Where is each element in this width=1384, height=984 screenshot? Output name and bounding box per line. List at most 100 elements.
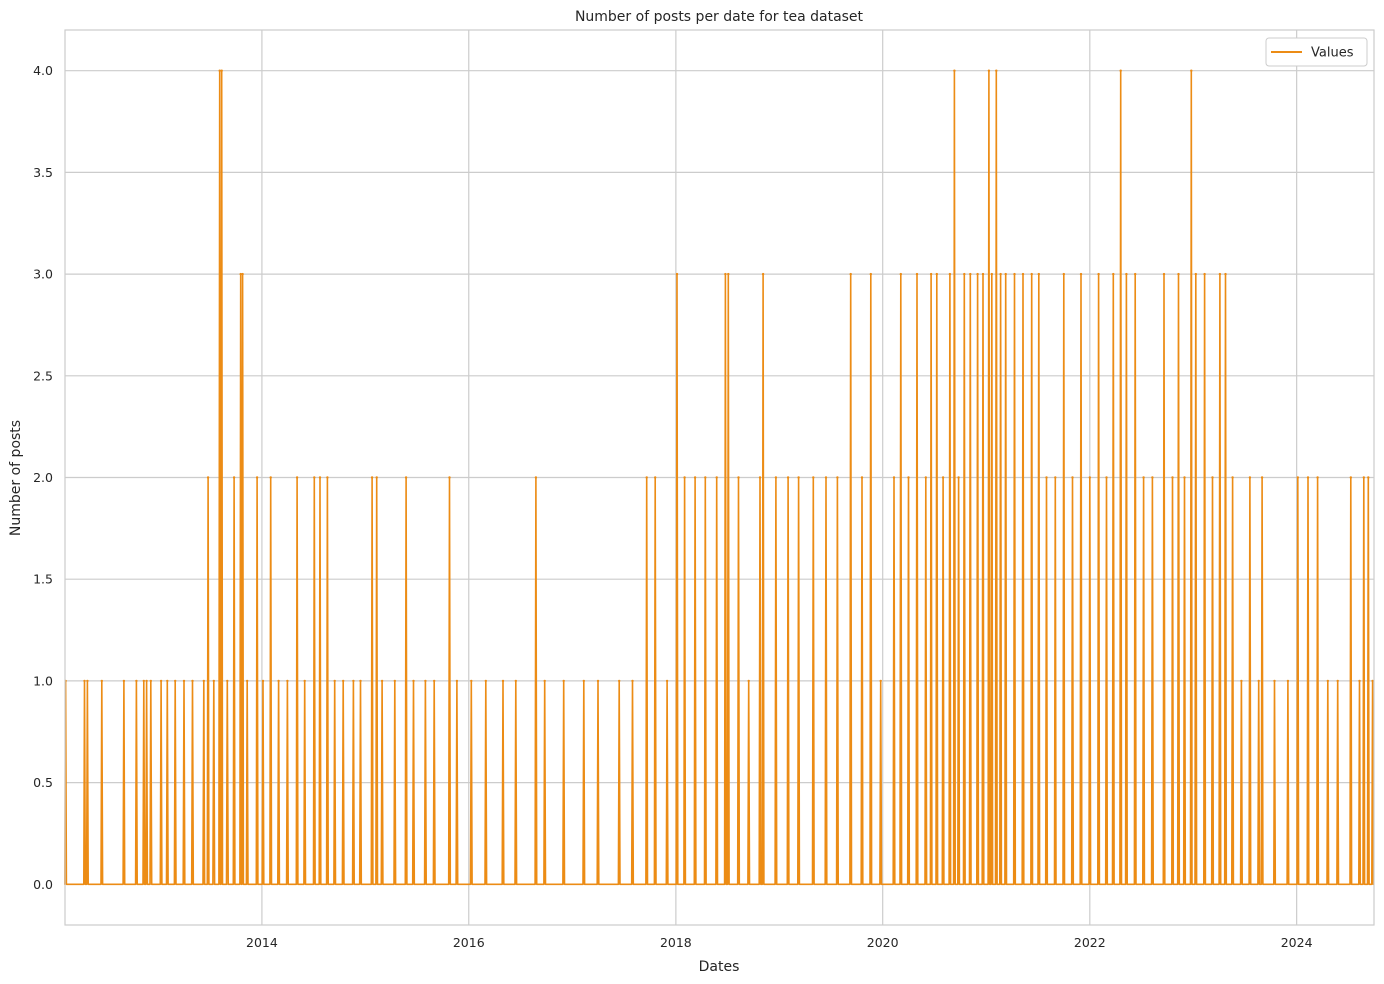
legend-box xyxy=(1265,37,1368,67)
data-point xyxy=(654,476,657,479)
data-point xyxy=(1273,679,1276,683)
data-point xyxy=(1183,476,1186,479)
data-point xyxy=(286,679,289,683)
data-point xyxy=(295,476,299,479)
data-point xyxy=(683,476,686,479)
data-point xyxy=(1004,272,1007,276)
data-point xyxy=(1231,476,1234,479)
data-point xyxy=(424,679,427,683)
data-point xyxy=(758,476,762,479)
data-point xyxy=(665,679,669,683)
data-point xyxy=(747,679,750,683)
ticks: 0.0 0.5 1.0 1.5 2.0 2.5 3.0 3.5 4.0 2014 2016 2018 2… xyxy=(33,63,1312,950)
data-point xyxy=(1190,69,1193,72)
data-point xyxy=(83,679,86,683)
x-tick-label: 2016 xyxy=(453,935,485,950)
data-point xyxy=(239,272,242,276)
data-point xyxy=(1079,272,1083,276)
data-point xyxy=(1194,272,1198,276)
data-point xyxy=(948,272,952,276)
data-point xyxy=(1367,476,1370,479)
data-point xyxy=(915,272,919,276)
data-point xyxy=(191,679,194,683)
y-tick-label: 2.0 xyxy=(33,470,53,485)
data-point xyxy=(999,272,1002,276)
data-point xyxy=(212,679,215,683)
data-point xyxy=(313,476,316,479)
data-point xyxy=(1097,272,1100,276)
data-point xyxy=(1045,476,1048,479)
data-point xyxy=(879,679,882,683)
data-point xyxy=(333,679,336,683)
data-point xyxy=(969,272,972,276)
data-point xyxy=(1088,476,1092,479)
data-point xyxy=(797,476,800,479)
chart-title: Number of posts per date for tea dataset xyxy=(575,9,864,25)
data-point xyxy=(135,679,138,683)
data-point xyxy=(484,679,487,683)
data-point xyxy=(1030,272,1033,276)
x-tick-label: 2024 xyxy=(1281,935,1313,950)
data-point xyxy=(145,679,148,683)
data-point xyxy=(501,679,505,683)
data-point xyxy=(963,272,966,276)
data-point xyxy=(404,476,408,479)
data-point xyxy=(1134,272,1137,276)
data-point xyxy=(100,679,104,683)
data-point xyxy=(1171,476,1174,479)
series-line-values xyxy=(64,69,1375,886)
data-point xyxy=(534,476,538,479)
data-point xyxy=(990,272,993,276)
data-point xyxy=(675,272,679,276)
y-tick-label: 1.0 xyxy=(33,673,53,688)
data-point xyxy=(724,272,727,276)
data-point xyxy=(836,476,839,479)
data-point xyxy=(715,476,718,479)
data-point xyxy=(218,69,221,72)
data-point xyxy=(166,679,169,683)
data-point xyxy=(693,476,697,479)
data-point xyxy=(206,476,210,479)
data-point xyxy=(953,69,956,72)
data-point xyxy=(1248,476,1252,479)
data-point xyxy=(448,476,451,479)
legend-entry-values: Values xyxy=(1311,46,1354,61)
data-point xyxy=(220,69,223,72)
y-tick-label: 4.0 xyxy=(33,63,53,78)
data-point xyxy=(1162,272,1166,276)
data-point xyxy=(849,272,852,276)
data-point xyxy=(1125,272,1128,276)
data-point xyxy=(232,476,236,479)
data-point xyxy=(727,272,730,276)
data-point xyxy=(370,476,374,479)
y-tick-label: 1.5 xyxy=(33,572,53,587)
data-point xyxy=(326,476,329,479)
data-point xyxy=(269,476,272,479)
y-tick-label: 0.0 xyxy=(33,877,53,892)
plot-frame xyxy=(64,29,1375,926)
data-point xyxy=(342,679,345,683)
data-point xyxy=(543,679,546,683)
data-point xyxy=(202,679,205,683)
legend: Values xyxy=(1265,37,1368,67)
data-point xyxy=(957,476,960,479)
data-point xyxy=(869,272,872,276)
data-point xyxy=(1371,679,1374,683)
data-point xyxy=(261,679,265,683)
x-tick-label: 2014 xyxy=(246,935,278,950)
data-point xyxy=(562,679,565,683)
y-tick-label: 2.5 xyxy=(33,368,53,383)
data-point xyxy=(246,679,249,683)
data-point xyxy=(582,679,585,683)
data-point xyxy=(142,679,145,683)
data-point xyxy=(1013,272,1016,276)
data-point xyxy=(774,476,778,479)
data-point xyxy=(514,679,517,683)
data-point xyxy=(149,679,152,683)
data-point xyxy=(935,272,938,276)
data-point xyxy=(1296,476,1300,479)
data-point xyxy=(824,476,828,479)
data-point xyxy=(1316,476,1319,479)
x-axis-label: Dates xyxy=(699,959,740,975)
data-point xyxy=(1112,272,1115,276)
